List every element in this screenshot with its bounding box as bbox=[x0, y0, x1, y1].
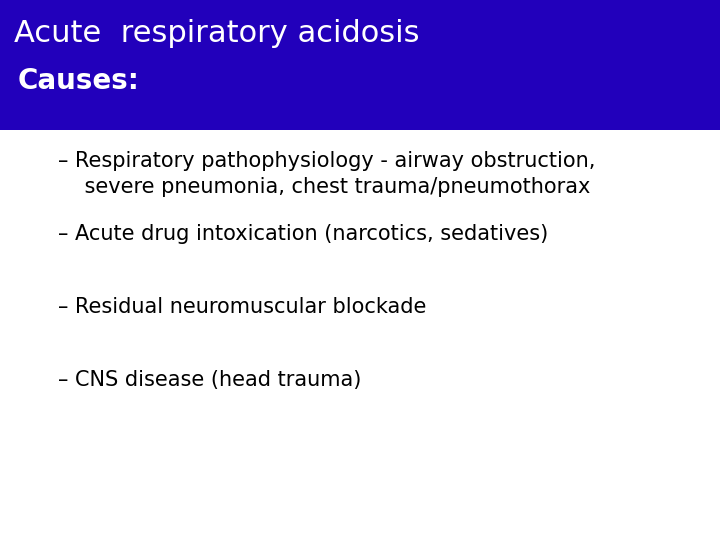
Text: – Acute drug intoxication (narcotics, sedatives): – Acute drug intoxication (narcotics, se… bbox=[58, 224, 548, 244]
Text: Causes:: Causes: bbox=[18, 67, 140, 95]
Text: Acute  respiratory acidosis: Acute respiratory acidosis bbox=[14, 19, 420, 48]
Text: – Respiratory pathophysiology - airway obstruction,
    severe pneumonia, chest : – Respiratory pathophysiology - airway o… bbox=[58, 151, 595, 197]
Text: – CNS disease (head trauma): – CNS disease (head trauma) bbox=[58, 370, 361, 390]
Bar bbox=[0, 0, 720, 130]
Text: – Residual neuromuscular blockade: – Residual neuromuscular blockade bbox=[58, 297, 426, 317]
